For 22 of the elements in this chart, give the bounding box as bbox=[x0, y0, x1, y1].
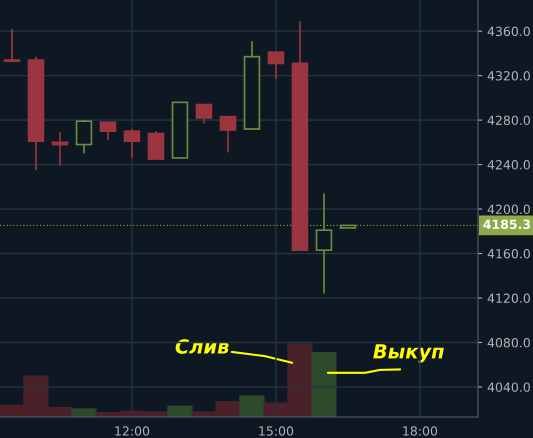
y-tick-label: 4200.0 bbox=[488, 204, 530, 214]
x-tick-label: 12:00 bbox=[115, 426, 150, 436]
y-tick-label: 4040.0 bbox=[488, 382, 530, 392]
annotation: Слив bbox=[176, 339, 229, 354]
y-tick-label: 4360.0 bbox=[488, 26, 530, 36]
y-tick-label: 4120.0 bbox=[488, 293, 530, 303]
x-tick-label: 15:00 bbox=[259, 426, 294, 436]
annotation: Выкуп bbox=[373, 344, 444, 363]
candlestick bbox=[52, 131, 68, 167]
y-tick-label: 4080.0 bbox=[488, 338, 530, 348]
bar bbox=[167, 405, 193, 417]
bar bbox=[239, 395, 265, 417]
y-tick-label: 4320.0 bbox=[488, 71, 530, 81]
x-tick-label: 18:00 bbox=[403, 426, 438, 436]
y-tick-label: 4160.0 bbox=[488, 249, 530, 258]
y-tick-label: 4280.0 bbox=[488, 116, 530, 126]
bar bbox=[71, 408, 97, 417]
bar bbox=[311, 352, 336, 417]
candlestick bbox=[316, 192, 332, 294]
y-tick-label: 4240.0 bbox=[488, 160, 530, 170]
candlestick bbox=[28, 56, 44, 171]
ref-line-label: 4185.3 bbox=[483, 220, 530, 230]
